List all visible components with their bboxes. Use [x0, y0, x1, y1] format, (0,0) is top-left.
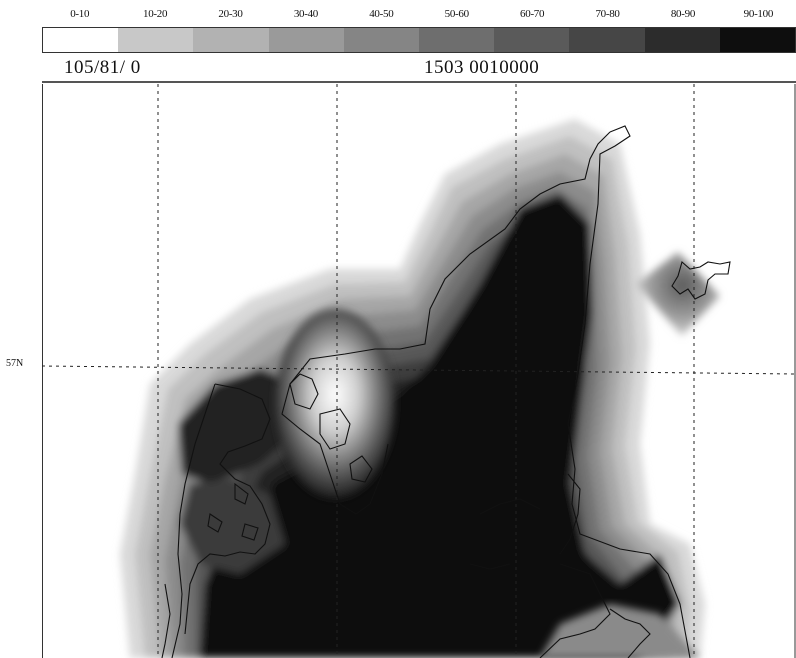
legend-label: 60-70	[494, 8, 569, 28]
latitude-label: 57N	[6, 358, 23, 369]
legend-color-bar	[42, 27, 796, 53]
time-code: 1503 0010000	[424, 57, 539, 79]
legend-swatch	[344, 28, 419, 52]
legend-swatch	[193, 28, 268, 52]
legend-label: 30-40	[268, 8, 343, 28]
map-svg	[0, 84, 796, 658]
legend-swatch	[269, 28, 344, 52]
legend-swatch	[720, 28, 795, 52]
legend-swatch	[118, 28, 193, 52]
legend-label: 40-50	[344, 8, 419, 28]
legend-swatch	[494, 28, 569, 52]
contour-map: 57N	[0, 84, 796, 658]
legend-swatch	[43, 28, 118, 52]
concentration-contours	[120, 119, 705, 658]
info-header: 105/81/ 0 1503 0010000	[42, 53, 796, 83]
legend-label: 0-10	[42, 8, 117, 28]
legend-label: 80-90	[645, 8, 720, 28]
legend-label: 90-100	[721, 8, 796, 28]
legend-swatch	[419, 28, 494, 52]
legend-label: 20-30	[193, 8, 268, 28]
legend-swatch	[645, 28, 720, 52]
legend-label: 10-20	[117, 8, 192, 28]
legend-label: 70-80	[570, 8, 645, 28]
low-concentration-spot	[275, 309, 395, 499]
legend-swatch	[569, 28, 644, 52]
legend-labels: 0-10 10-20 20-30 30-40 40-50 50-60 60-70…	[42, 8, 796, 28]
run-parameters: 105/81/ 0	[64, 57, 141, 79]
island-contour	[636, 252, 720, 336]
legend-label: 50-60	[419, 8, 494, 28]
